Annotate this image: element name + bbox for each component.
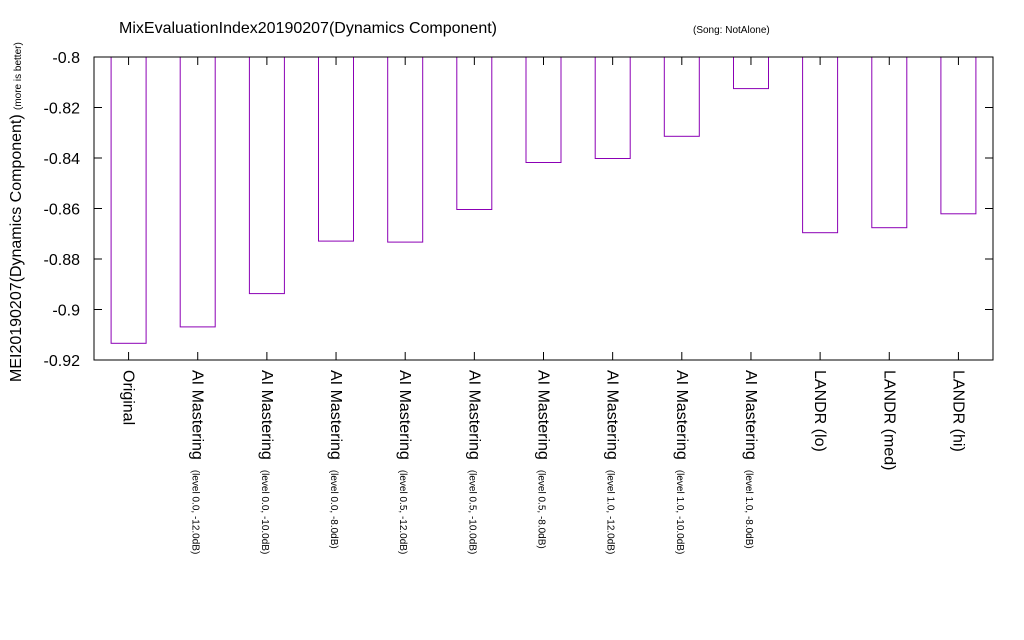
x-tick-label: AI Mastering(level 1.0, -10.0dB)	[673, 370, 690, 554]
y-axis-note: (more is better)	[13, 42, 24, 110]
chart-subtitle: (Song: NotAlone)	[693, 25, 770, 36]
x-tick-label: AI Mastering(level 0.5, -10.0dB)	[465, 370, 482, 554]
bar	[318, 56, 354, 242]
bar	[802, 56, 839, 234]
x-tick-label: LANDR (lo)	[811, 370, 828, 452]
y-tick-label: -0.9	[52, 303, 80, 320]
x-tick-label: AI Mastering(level 0.5, -8.0dB)	[535, 370, 552, 549]
x-tick-label-detail: (level 0.5, -12.0dB)	[397, 470, 408, 555]
x-tick-label: AI Mastering(level 1.0, -12.0dB)	[604, 370, 621, 554]
x-tick-label-detail: (level 0.0, -12.0dB)	[190, 470, 201, 555]
plot-frame	[93, 56, 994, 361]
x-tick-label-detail: (level 1.0, -8.0dB)	[743, 470, 754, 549]
x-tick-label: AI Mastering(level 1.0, -8.0dB)	[742, 370, 759, 549]
bars	[110, 56, 977, 344]
bar	[594, 56, 631, 159]
y-axis-label: MEI20190207(Dynamics Component) (more is…	[8, 42, 25, 382]
bar	[871, 56, 908, 229]
x-tick-label: AI Mastering(level 0.5, -12.0dB)	[396, 370, 413, 554]
x-ticks: Original AI Mastering(level 0.0, -12.0dB)…	[120, 57, 966, 554]
y-ticks: -0.8 -0.82 -0.84 -0.86 -0.88 -0.9 -0.92	[44, 50, 993, 370]
x-tick-label-detail: (level 0.0, -8.0dB)	[328, 470, 339, 549]
y-tick-label: -0.86	[44, 202, 81, 219]
bar	[387, 56, 424, 243]
x-tick-label: AI Mastering(level 0.0, -8.0dB)	[327, 370, 344, 549]
y-axis-title: MEI20190207(Dynamics Component)	[8, 114, 25, 382]
bar	[663, 56, 700, 137]
x-tick-label: LANDR (hi)	[949, 370, 966, 452]
x-tick-label: AI Mastering(level 0.0, -12.0dB)	[189, 370, 206, 554]
bar	[525, 56, 562, 163]
y-tick-label: -0.82	[44, 101, 81, 118]
y-tick-label: -0.84	[44, 151, 81, 168]
bar	[179, 56, 216, 328]
y-tick-label: -0.92	[44, 353, 81, 370]
y-tick-label: -0.8	[52, 50, 80, 67]
bar	[248, 56, 285, 295]
bar	[456, 56, 493, 210]
chart-title: MixEvaluationIndex20190207(Dynamics Comp…	[119, 20, 497, 37]
x-tick-label-detail: (level 0.0, -10.0dB)	[259, 470, 270, 555]
x-tick-label: LANDR (med)	[880, 370, 897, 470]
x-tick-label: AI Mastering(level 0.0, -10.0dB)	[258, 370, 275, 554]
x-tick-label-detail: (level 0.5, -8.0dB)	[536, 470, 547, 549]
y-tick-label: -0.88	[44, 252, 81, 269]
x-tick-label-detail: (level 0.5, -10.0dB)	[466, 470, 477, 555]
x-tick-label-detail: (level 1.0, -10.0dB)	[674, 470, 685, 555]
bar	[110, 56, 147, 344]
x-tick-label: Original	[120, 370, 137, 425]
bar	[940, 56, 977, 215]
x-tick-label-detail: (level 1.0, -12.0dB)	[605, 470, 616, 555]
